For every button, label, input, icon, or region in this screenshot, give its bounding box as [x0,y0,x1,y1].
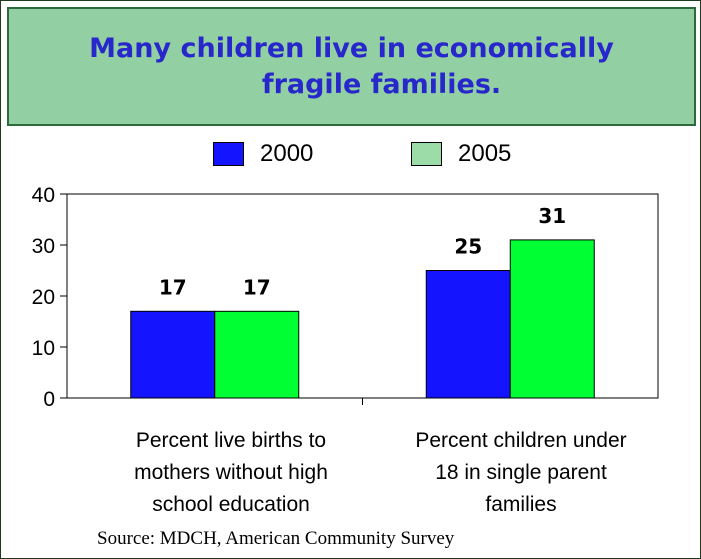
y-tick-label-20: 20 [32,286,55,309]
title-line-1: Many children live in economically [89,33,614,64]
data-label-2005-cat-2: 31 [538,204,566,228]
category-2-line-3: families [485,493,557,516]
category-2-line-1: Percent children under [415,429,627,452]
legend-label-2000: 2000 [260,140,314,167]
category-1-line-3: school education [152,493,310,516]
slide-title: Many children live in economically fragi… [9,31,694,103]
source-note: Source: MDCH, American Community Survey [97,528,455,549]
category-label-1: Percent live births to mothers without h… [91,425,371,521]
bar-2005-cat-2 [509,239,595,399]
legend-swatch-2000 [213,142,244,166]
bar-2000-cat-2 [425,270,511,399]
data-label-2005-cat-1: 17 [243,275,271,299]
category-1-line-2: mothers without high [134,461,328,484]
bar-2005-cat-1 [214,310,300,399]
bar-2000-cat-1 [130,310,216,399]
category-label-2: Percent children under 18 in single pare… [371,425,671,521]
y-tick-label-40: 40 [32,184,55,207]
legend-label-2005: 2005 [458,140,512,167]
legend-item-2000: 2000 [213,140,313,168]
data-label-2000-cat-1: 17 [159,275,187,299]
category-2-line-2: 18 in single parent [435,461,607,484]
category-1-line-1: Percent live births to [135,429,327,452]
legend-item-2005: 2005 [411,140,511,168]
title-line-2: fragile families. [261,69,502,100]
y-tick-label-0: 0 [43,388,55,411]
y-tick-label-30: 30 [32,235,55,258]
data-label-2000-cat-2: 25 [454,235,482,259]
y-tick-label-10: 10 [32,337,55,360]
title-banner: Many children live in economically fragi… [7,7,696,126]
legend-swatch-2005 [411,142,442,166]
